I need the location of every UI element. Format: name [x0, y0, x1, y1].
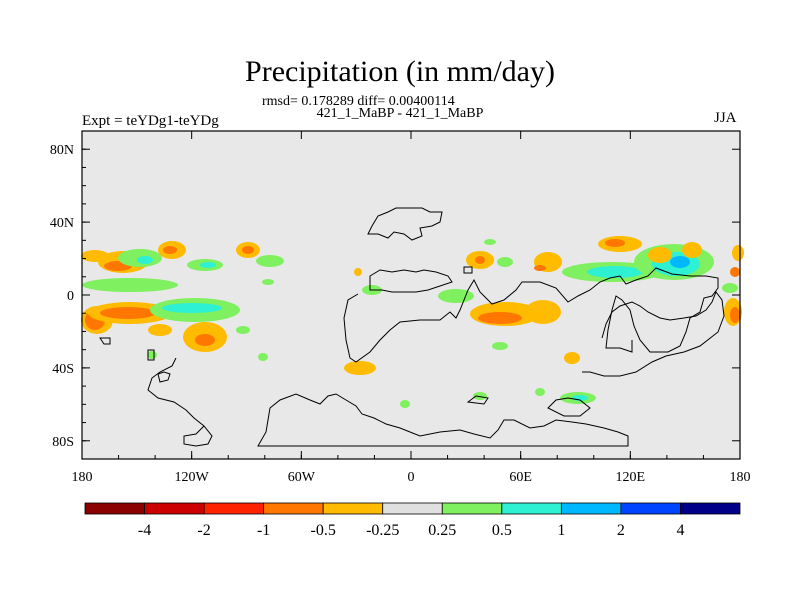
- colorbar-swatch: [441, 502, 503, 515]
- experiment-label: Expt = teYDg1-teYDg: [82, 113, 219, 129]
- anomaly-patch: [400, 400, 410, 408]
- y-tick-label: 80S: [52, 435, 74, 450]
- x-tick-label: 120E: [616, 470, 646, 485]
- colorbar-label: 0.25: [428, 522, 456, 539]
- rmsd-diff-text: rmsd= 0.178289 diff= 0.00400114: [262, 94, 455, 109]
- y-tick-label: 80N: [50, 143, 74, 158]
- anomaly-patch: [475, 256, 485, 264]
- colorbar-swatch: [501, 502, 562, 515]
- colorbar-swatch: [84, 502, 145, 515]
- y-tick-label: 40S: [52, 362, 74, 377]
- colorbar-label: -0.25: [366, 522, 399, 539]
- colorbar-swatch: [144, 502, 205, 515]
- colorbar-label: 2: [617, 522, 625, 539]
- anomaly-patch: [730, 267, 740, 277]
- colorbar-label: -0.5: [311, 522, 336, 539]
- anomaly-patch: [438, 289, 474, 303]
- anomaly-patch: [82, 278, 178, 292]
- anomaly-patch: [242, 246, 254, 254]
- x-tick-label: 60W: [288, 470, 316, 485]
- anomaly-patch: [682, 242, 702, 258]
- anomaly-patch: [525, 300, 561, 324]
- colorbar-swatch: [620, 502, 681, 515]
- colorbar-label: 4: [676, 522, 684, 539]
- anomaly-patch: [137, 256, 153, 264]
- colorbar-swatch: [382, 502, 443, 515]
- continent-outlines: [99, 207, 725, 447]
- colorbar: -4 -2 -1 -0.5 -0.25 0.25 0.5 1 2 4: [84, 502, 741, 539]
- anomaly-patch: [732, 245, 744, 261]
- chart-title: Precipitation (in mm/day): [245, 55, 555, 88]
- anomaly-patch: [670, 256, 690, 268]
- anomaly-patch: [162, 303, 222, 313]
- colorbar-label: -2: [197, 522, 210, 539]
- anomaly-patch: [236, 326, 250, 334]
- season-label: JJA: [714, 110, 737, 126]
- y-tick-label: 0: [67, 289, 74, 304]
- anomaly-patch: [497, 257, 513, 267]
- coastline-eurasia-africa: [343, 267, 719, 363]
- anomaly-patch: [256, 255, 284, 267]
- colorbar-label: -1: [257, 522, 270, 539]
- anomaly-patch: [258, 353, 268, 361]
- colorbar-label: -4: [138, 522, 151, 539]
- colorbar-swatch: [203, 502, 265, 515]
- x-tick-label: 120W: [175, 470, 210, 485]
- anomaly-patch: [195, 334, 215, 346]
- anomaly-patch: [564, 352, 580, 364]
- anomaly-patch: [148, 324, 172, 336]
- anomaly-patch: [534, 265, 546, 271]
- anomaly-patch: [605, 239, 625, 247]
- anomaly-patch: [730, 307, 740, 323]
- x-tick-label: 60E: [509, 470, 532, 485]
- anomaly-patch: [492, 342, 508, 350]
- coastline-south-america: [99, 337, 213, 447]
- anomaly-patch: [100, 307, 156, 319]
- colorbar-swatch: [263, 502, 324, 515]
- colorbar-swatch: [680, 502, 741, 515]
- anomaly-patch: [344, 361, 376, 375]
- x-tick-label: 180: [72, 470, 93, 485]
- x-tick-label: 0: [408, 470, 415, 485]
- colorbar-swatch: [322, 502, 384, 515]
- anomaly-patch: [722, 283, 738, 293]
- coastline-greenland: [367, 207, 443, 241]
- coastline-island: [463, 266, 473, 274]
- anomaly-patch: [587, 266, 643, 278]
- map-background: [82, 131, 740, 459]
- coastline-antarctica: [257, 393, 629, 447]
- anomaly-patch: [648, 247, 672, 263]
- coastline-australia: [582, 290, 725, 377]
- y-tick-label: 40N: [50, 216, 74, 231]
- x-tick-label: 180: [730, 470, 751, 485]
- anomaly-patch: [535, 388, 545, 396]
- colorbar-swatch: [560, 502, 622, 515]
- anomaly-contours: [81, 236, 744, 408]
- chart-subtitle: 421_1_MaBP - 421_1_MaBP: [316, 106, 484, 121]
- colorbar-label: 1: [557, 522, 565, 539]
- anomaly-patch: [200, 262, 216, 268]
- anomaly-patch: [478, 312, 522, 324]
- axes: 180 120W 60W 0 60E 120E 180 80N 40N 0 40S 80S: [50, 130, 751, 485]
- colorbar-label: 0.5: [492, 522, 512, 539]
- anomaly-patch: [163, 246, 177, 254]
- anomaly-patch: [262, 279, 274, 285]
- anomaly-patch: [354, 268, 362, 276]
- anomaly-patch: [484, 239, 496, 245]
- anomaly-patch: [473, 392, 487, 400]
